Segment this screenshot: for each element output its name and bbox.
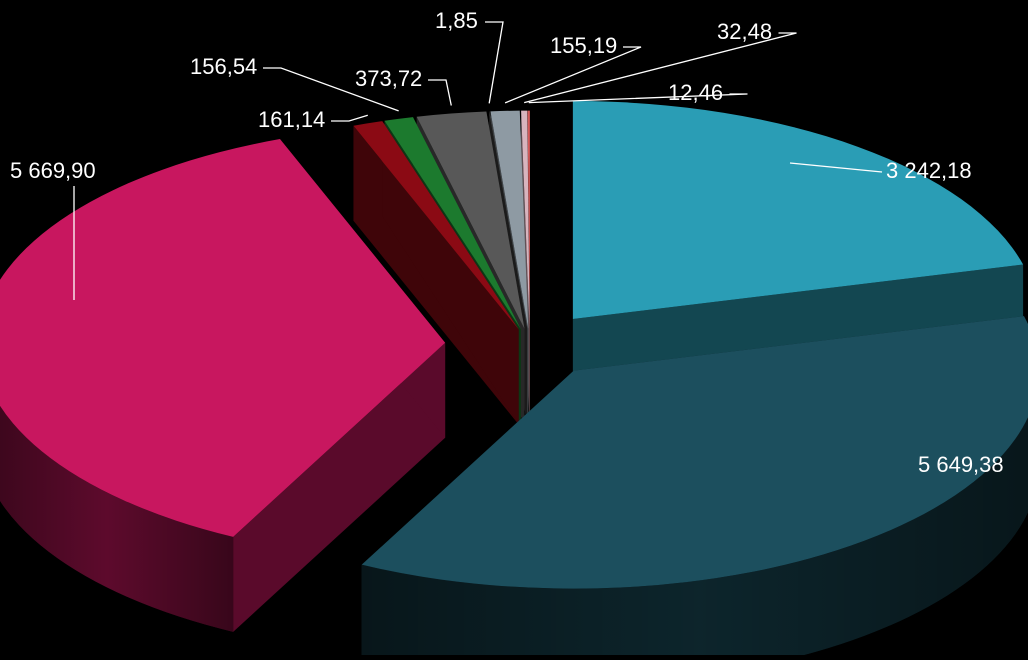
data-label-1: 5 649,38 [918,452,1004,477]
leader-line-5 [428,79,452,106]
data-label-8: 32,48 [717,19,772,44]
data-label-5: 373,72 [355,66,422,91]
leader-line-7 [504,46,642,104]
leader-line-4 [263,67,399,112]
data-label-9: 12,46 [668,80,723,105]
data-label-0: 3 242,18 [886,158,972,183]
leader-line-9 [528,93,748,104]
leader-line-3 [331,114,368,122]
pie-slice-2 [0,139,446,632]
slices-group [0,101,1028,660]
pie-slice-3 [353,121,519,425]
pie-slice-1 [361,316,1028,660]
leader-line-6 [485,21,504,104]
data-label-4: 156,54 [190,54,257,79]
data-label-6: 1,85 [435,8,478,33]
leader-line-8 [524,32,797,104]
leader-lines-group [73,21,883,300]
data-label-3: 161,14 [258,107,325,132]
data-label-2: 5 669,90 [10,158,96,183]
data-label-7: 155,19 [550,33,617,58]
data-labels-group: 3 242,18 5 649,38 5 669,90 161,14 156,54 373,… [10,8,1004,477]
leader-line-0 [789,162,883,173]
